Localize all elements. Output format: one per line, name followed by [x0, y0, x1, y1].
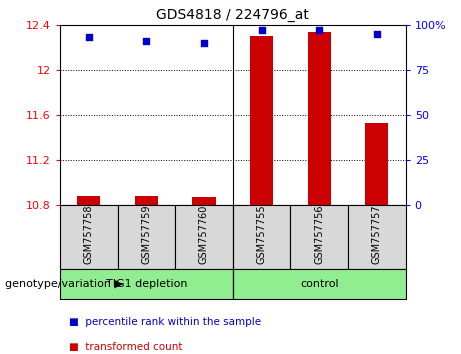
Point [373, 31, 381, 37]
Bar [290, 205, 348, 269]
Bar [77, 196, 100, 205]
Text: GSM757755: GSM757755 [257, 204, 266, 264]
Text: genotype/variation ▶: genotype/variation ▶ [5, 279, 123, 289]
Point [315, 27, 323, 33]
Text: TIG1 depletion: TIG1 depletion [106, 279, 187, 289]
Bar [175, 205, 233, 269]
Text: GSM757757: GSM757757 [372, 204, 382, 264]
Text: GSM757759: GSM757759 [142, 204, 151, 264]
Bar [233, 205, 290, 269]
Bar [60, 269, 233, 299]
Text: GSM757758: GSM757758 [84, 204, 94, 264]
Bar [193, 198, 216, 205]
Bar [233, 269, 406, 299]
Point [85, 35, 92, 40]
Bar [308, 32, 331, 205]
Text: ■  transformed count: ■ transformed count [69, 342, 183, 352]
Bar [118, 205, 175, 269]
Bar [60, 205, 118, 269]
Text: control: control [300, 279, 338, 289]
Point [200, 40, 207, 46]
Bar [348, 205, 406, 269]
Title: GDS4818 / 224796_at: GDS4818 / 224796_at [156, 8, 309, 22]
Bar [250, 36, 273, 205]
Point [258, 27, 266, 33]
Point [142, 38, 150, 44]
Bar [135, 196, 158, 205]
Text: GSM757760: GSM757760 [199, 204, 209, 264]
Text: ■  percentile rank within the sample: ■ percentile rank within the sample [69, 317, 261, 327]
Text: GSM757756: GSM757756 [314, 204, 324, 264]
Bar [365, 123, 388, 205]
